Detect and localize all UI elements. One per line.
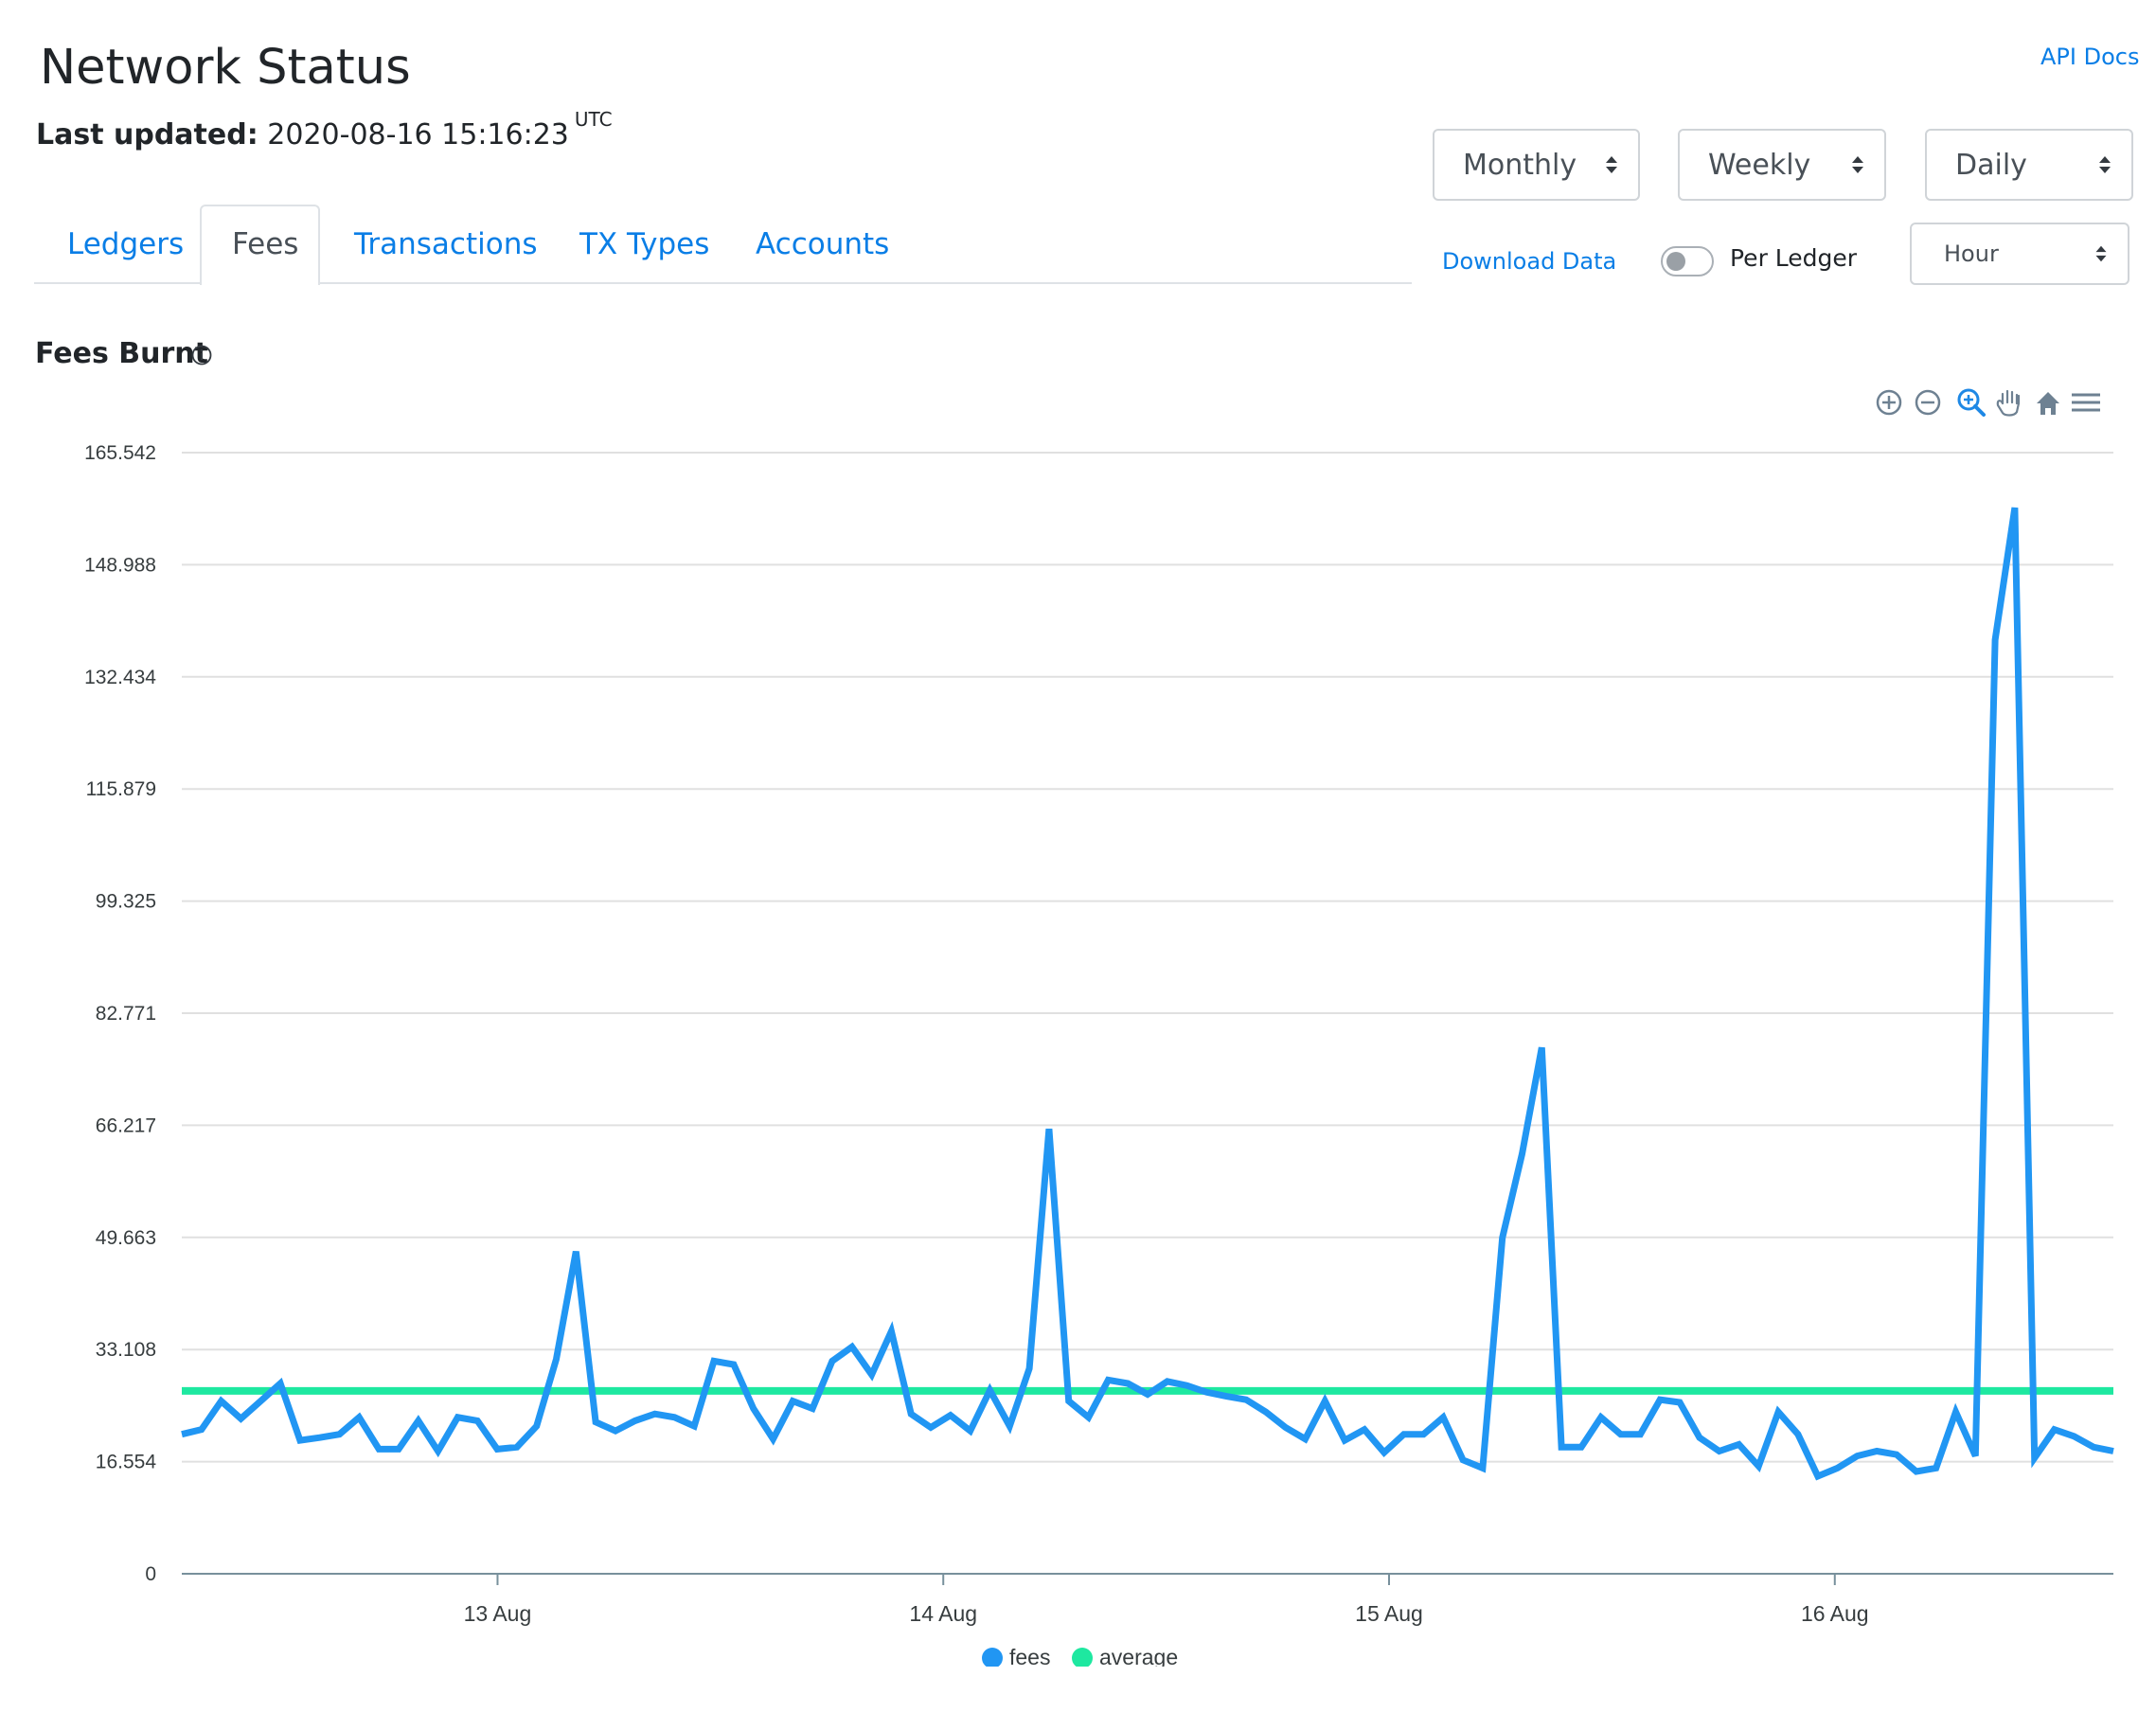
legend-marker[interactable]	[982, 1648, 1003, 1667]
y-tick-label: 115.879	[86, 778, 156, 800]
tab-fees[interactable]: Fees	[232, 227, 299, 261]
download-data-link[interactable]: Download Data	[1442, 248, 1617, 275]
y-tick-label: 33.108	[96, 1339, 156, 1361]
toggle-knob	[1666, 252, 1685, 271]
x-tick-label: 15 Aug	[1355, 1601, 1423, 1626]
select-arrows-icon	[2095, 245, 2107, 262]
per-ledger-label: Per Ledger	[1730, 244, 1858, 272]
daily-select[interactable]: Daily	[1925, 129, 2133, 201]
fees-chart: 165.542 148.988 132.434 115.879 99.325 82.771…	[84, 442, 2114, 1667]
tab-tx-types[interactable]: TX Types	[579, 227, 710, 261]
select-arrows-icon	[1606, 156, 1617, 173]
weekly-select[interactable]: Weekly	[1678, 129, 1886, 201]
weekly-select-value: Weekly	[1708, 148, 1811, 182]
pan-icon[interactable]	[1996, 389, 2021, 417]
chart-legend: fees average	[982, 1645, 1178, 1667]
tabs-divider	[34, 282, 1412, 284]
active-tab-frame	[200, 205, 320, 285]
tab-accounts[interactable]: Accounts	[756, 227, 890, 261]
last-updated-value: 2020-08-16 15:16:23	[267, 118, 569, 152]
x-tick-label: 13 Aug	[464, 1601, 532, 1626]
zoom-in-icon[interactable]	[1876, 389, 1902, 416]
select-arrows-icon	[2099, 156, 2111, 173]
tab-ledgers[interactable]: Ledgers	[67, 227, 185, 261]
y-tick-label: 16.554	[96, 1452, 157, 1473]
x-tick-label: 14 Aug	[909, 1601, 977, 1626]
chart-grid	[182, 452, 2113, 1463]
monthly-select[interactable]: Monthly	[1433, 129, 1640, 201]
fees-line	[181, 507, 2114, 1481]
timezone-label: UTC	[574, 108, 613, 131]
legend-label[interactable]: fees	[1009, 1645, 1050, 1667]
y-tick-label: 132.434	[84, 667, 156, 688]
info-icon[interactable]	[191, 345, 212, 366]
chart-toolbar	[1876, 388, 2100, 417]
x-axis-labels: 13 Aug 14 Aug 15 Aug 16 Aug	[464, 1574, 1869, 1626]
page-title: Network Status	[40, 40, 411, 96]
api-docs-link[interactable]: API Docs	[2040, 44, 2140, 70]
select-arrows-icon	[1852, 156, 1863, 173]
y-axis-labels: 165.542 148.988 132.434 115.879 99.325 82.771…	[84, 442, 156, 1585]
reset-zoom-icon[interactable]	[2037, 392, 2059, 415]
daily-select-value: Daily	[1955, 148, 2027, 182]
y-tick-label: 165.542	[84, 442, 156, 464]
interval-select-value: Hour	[1944, 241, 1999, 267]
tab-transactions[interactable]: Transactions	[354, 227, 538, 261]
interval-select[interactable]: Hour	[1910, 223, 2129, 285]
legend-marker[interactable]	[1072, 1648, 1093, 1667]
y-tick-label: 99.325	[96, 891, 156, 913]
selection-zoom-icon[interactable]	[1957, 388, 1986, 417]
y-tick-label: 0	[145, 1563, 156, 1585]
y-tick-label: 66.217	[96, 1115, 156, 1136]
per-ledger-toggle[interactable]	[1661, 246, 1714, 276]
y-tick-label: 148.988	[84, 554, 156, 576]
menu-icon[interactable]	[2072, 393, 2100, 412]
last-updated-label: Last updated	[36, 118, 247, 152]
monthly-select-value: Monthly	[1463, 148, 1577, 182]
legend-label[interactable]: average	[1099, 1645, 1178, 1667]
x-tick-label: 16 Aug	[1801, 1601, 1869, 1626]
section-title: Fees Burnt	[35, 337, 208, 370]
y-tick-label: 82.771	[96, 1003, 156, 1025]
chart-series	[181, 507, 2114, 1481]
zoom-out-icon[interactable]	[1915, 389, 1941, 416]
last-updated: Last updated: 2020-08-16 15:16:23 UTC	[36, 108, 613, 152]
y-tick-label: 49.663	[96, 1227, 156, 1249]
